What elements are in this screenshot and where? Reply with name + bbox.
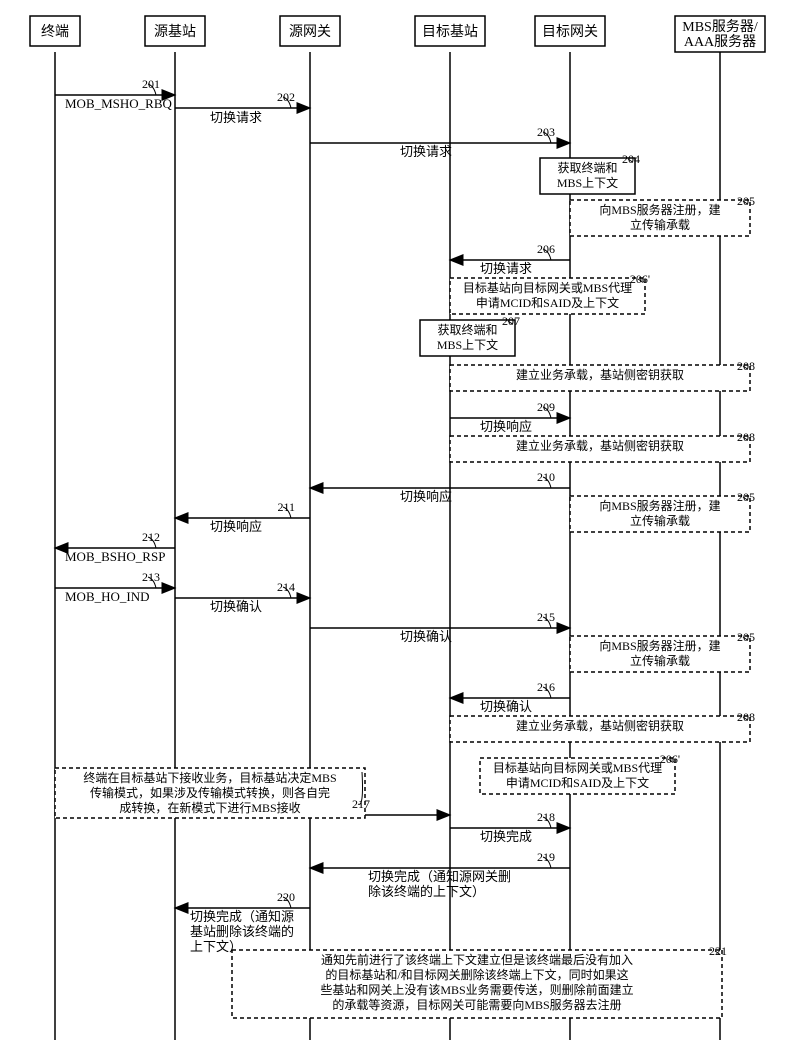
svg-text:切换请求: 切换请求 xyxy=(210,110,262,125)
svg-text:目标网关: 目标网关 xyxy=(542,24,598,40)
svg-text:切换响应: 切换响应 xyxy=(210,519,262,534)
svg-text:切换响应: 切换响应 xyxy=(400,489,452,504)
svg-text:向MBS服务器注册，建: 向MBS服务器注册，建 xyxy=(599,498,720,513)
svg-text:获取终端和: 获取终端和 xyxy=(437,322,497,337)
svg-text:218: 218 xyxy=(537,810,555,824)
svg-text:切换响应: 切换响应 xyxy=(480,419,532,434)
svg-text:切换请求: 切换请求 xyxy=(480,261,532,276)
svg-text:209: 209 xyxy=(537,400,555,414)
svg-text:切换确认: 切换确认 xyxy=(480,699,532,714)
svg-text:208: 208 xyxy=(737,359,755,373)
svg-text:205: 205 xyxy=(737,194,755,208)
svg-text:206': 206' xyxy=(660,752,680,766)
svg-text:立传输承载: 立传输承载 xyxy=(630,217,690,232)
svg-text:立传输承载: 立传输承载 xyxy=(630,513,690,528)
svg-text:208: 208 xyxy=(737,710,755,724)
svg-text:210: 210 xyxy=(537,470,555,484)
svg-text:MBS上下文: MBS上下文 xyxy=(437,337,498,352)
svg-text:MBS服务器/: MBS服务器/ xyxy=(682,19,758,35)
svg-text:切换完成: 切换完成 xyxy=(480,829,532,844)
svg-text:立传输承载: 立传输承载 xyxy=(630,653,690,668)
svg-text:向MBS服务器注册，建: 向MBS服务器注册，建 xyxy=(599,202,720,217)
svg-text:基站删除该终端的: 基站删除该终端的 xyxy=(190,924,294,939)
svg-text:除该终端的上下文）: 除该终端的上下文） xyxy=(368,884,485,899)
svg-text:成转换，在新模式下进行MBS接收: 成转换，在新模式下进行MBS接收 xyxy=(119,800,300,815)
svg-text:216: 216 xyxy=(537,680,555,694)
svg-text:219: 219 xyxy=(537,850,555,864)
svg-text:切换完成（通知源: 切换完成（通知源 xyxy=(190,909,294,924)
svg-text:MBS上下文: MBS上下文 xyxy=(557,175,618,190)
svg-text:获取终端和: 获取终端和 xyxy=(557,160,617,175)
svg-text:切换完成（通知源网关删: 切换完成（通知源网关删 xyxy=(368,869,511,884)
svg-text:221: 221 xyxy=(709,944,727,958)
svg-text:212: 212 xyxy=(142,530,160,544)
svg-text:建立业务承载，基站侧密钥获取: 建立业务承载，基站侧密钥获取 xyxy=(516,367,684,382)
svg-text:220: 220 xyxy=(277,890,295,904)
svg-text:通知先前进行了该终端上下文建立但是该终端最后没有加入: 通知先前进行了该终端上下文建立但是该终端最后没有加入 xyxy=(321,952,633,967)
svg-text:205: 205 xyxy=(737,630,755,644)
svg-text:建立业务承载，基站侧密钥获取: 建立业务承载，基站侧密钥获取 xyxy=(516,718,684,733)
svg-text:切换请求: 切换请求 xyxy=(400,144,452,159)
svg-text:213: 213 xyxy=(142,570,160,584)
svg-text:些基站和网关上没有该MBS业务需要传送，则删除前面建立: 些基站和网关上没有该MBS业务需要传送，则删除前面建立 xyxy=(320,982,633,997)
svg-text:AAA服务器: AAA服务器 xyxy=(684,34,756,50)
svg-text:206': 206' xyxy=(630,272,650,286)
svg-text:的承载等资源，目标网关可能需要向MBS服务器去注册: 的承载等资源，目标网关可能需要向MBS服务器去注册 xyxy=(332,997,621,1012)
svg-text:切换确认: 切换确认 xyxy=(210,599,262,614)
svg-text:终端在目标基站下接收业务，目标基站决定MBS: 终端在目标基站下接收业务，目标基站决定MBS xyxy=(83,770,336,785)
svg-text:源网关: 源网关 xyxy=(289,24,331,40)
sequence-diagram: 终端 源基站 源网关 目标基站 目标网关 MBS服务器/AAA服务器 201 MOB_MSHO… xyxy=(0,0,800,1048)
svg-text:208: 208 xyxy=(737,430,755,444)
svg-text:建立业务承载，基站侧密钥获取: 建立业务承载，基站侧密钥获取 xyxy=(516,438,684,453)
svg-text:207: 207 xyxy=(502,314,520,328)
svg-text:215: 215 xyxy=(537,610,555,624)
svg-text:向MBS服务器注册，建: 向MBS服务器注册，建 xyxy=(599,638,720,653)
svg-text:终端: 终端 xyxy=(41,24,69,40)
svg-text:MOB_HO_IND: MOB_HO_IND xyxy=(65,589,150,604)
svg-text:传输模式，如果涉及传输模式转换，则各自完: 传输模式，如果涉及传输模式转换，则各自完 xyxy=(90,785,330,800)
svg-text:217: 217 xyxy=(352,797,370,811)
svg-text:目标基站: 目标基站 xyxy=(422,23,478,40)
svg-text:201: 201 xyxy=(142,77,160,91)
svg-text:目标基站向目标网关或MBS代理: 目标基站向目标网关或MBS代理 xyxy=(463,280,632,295)
svg-text:MOB_MSHO_RBQ: MOB_MSHO_RBQ xyxy=(65,96,173,111)
svg-text:202: 202 xyxy=(277,90,295,104)
svg-text:源基站: 源基站 xyxy=(154,23,196,40)
svg-text:203: 203 xyxy=(537,125,555,139)
svg-text:目标基站向目标网关或MBS代理: 目标基站向目标网关或MBS代理 xyxy=(493,760,662,775)
svg-text:MOB_BSHO_RSP: MOB_BSHO_RSP xyxy=(65,549,165,564)
svg-text:申请MCID和SAID及上下文: 申请MCID和SAID及上下文 xyxy=(506,775,649,790)
svg-text:切换确认: 切换确认 xyxy=(400,629,452,644)
svg-text:211: 211 xyxy=(277,500,295,514)
svg-text:205: 205 xyxy=(737,490,755,504)
svg-text:申请MCID和SAID及上下文: 申请MCID和SAID及上下文 xyxy=(476,295,619,310)
svg-text:214: 214 xyxy=(277,580,295,594)
svg-text:的目标基站和/和目标网关删除该终端上下文，同时如果这: 的目标基站和/和目标网关删除该终端上下文，同时如果这 xyxy=(325,967,628,982)
svg-text:206: 206 xyxy=(537,242,555,256)
svg-text:204: 204 xyxy=(622,152,640,166)
